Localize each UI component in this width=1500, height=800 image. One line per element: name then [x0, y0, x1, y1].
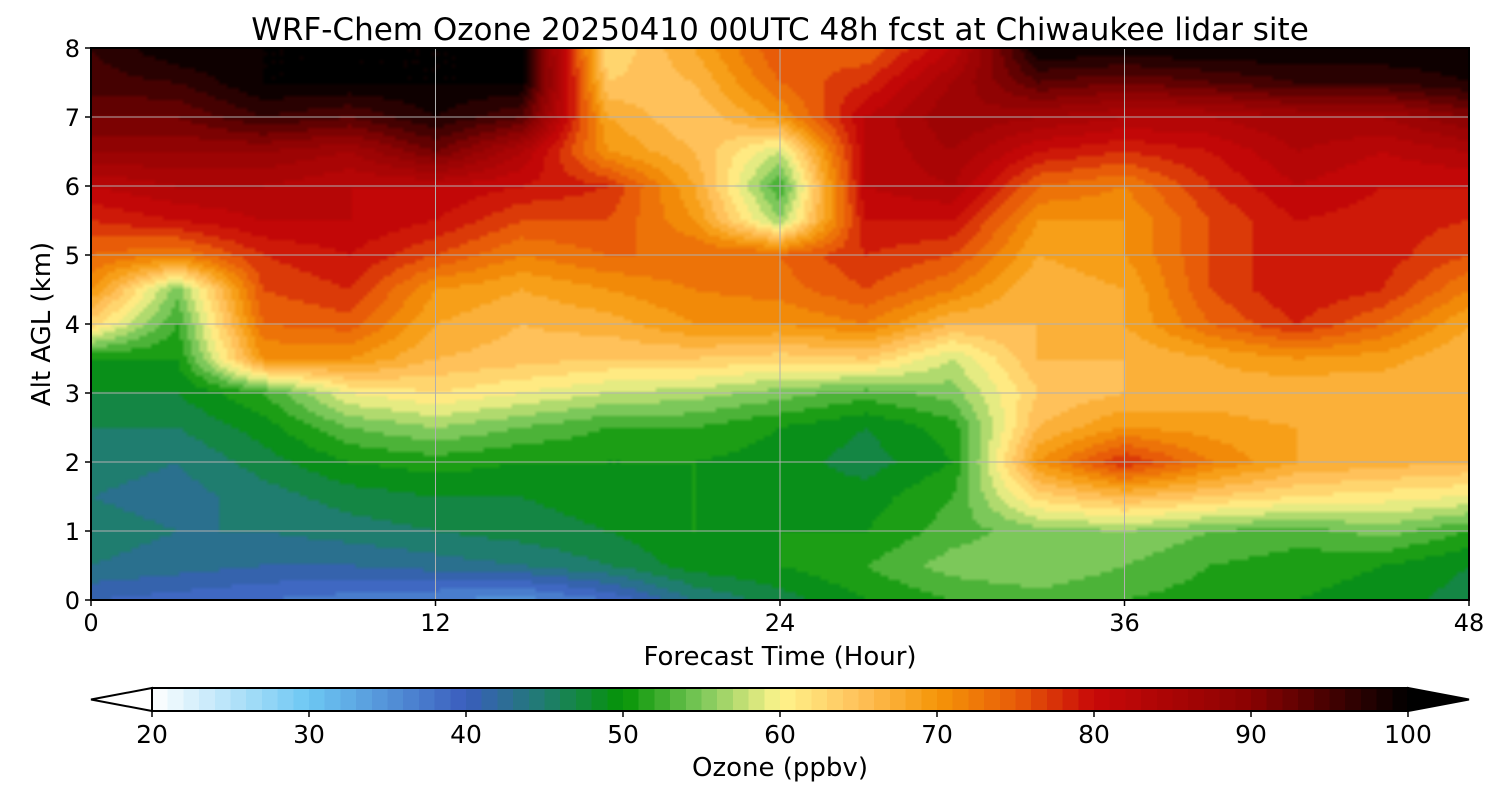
- colorbar-tick-label: 70: [921, 720, 953, 749]
- colorbar: 20 30 40 50 60 70 80 90 100 Ozone (ppbv): [90, 686, 1470, 783]
- colorbar-under-extension: [90, 686, 153, 713]
- colorbar-tick-label: 90: [1235, 720, 1267, 749]
- y-tick-label: 4: [65, 311, 80, 339]
- y-axis: 0 1 2 3 4 5 6 7 8: [65, 35, 91, 615]
- y-tick-label: 5: [65, 242, 80, 270]
- y-tick-label: 3: [65, 380, 80, 408]
- x-tick-label: 12: [420, 609, 451, 637]
- y-tick-label: 7: [65, 104, 80, 132]
- colorbar-tick-label: 80: [1078, 720, 1110, 749]
- colorbar-label: Ozone (ppbv): [692, 753, 868, 783]
- chart-title: WRF-Chem Ozone 20250410 00UTC 48h fcst a…: [251, 12, 1309, 48]
- colorbar-gradient: [152, 688, 1408, 711]
- colorbar-tick-label: 20: [136, 720, 168, 749]
- colorbar-tick-label: 50: [607, 720, 639, 749]
- x-tick-label: 36: [1109, 609, 1140, 637]
- y-tick-label: 8: [65, 35, 80, 63]
- x-axis: 0 12 24 36 48: [83, 600, 1484, 637]
- colorbar-over-extension: [1407, 686, 1470, 713]
- grid-lines: [91, 48, 1469, 600]
- colorbar-tick-label: 60: [764, 720, 796, 749]
- colorbar-tick-label: 40: [450, 720, 482, 749]
- x-tick-label: 0: [83, 609, 98, 637]
- x-tick-label: 24: [765, 609, 796, 637]
- y-tick-label: 1: [65, 518, 80, 546]
- y-tick-label: 2: [65, 449, 80, 477]
- y-axis-label: Alt AGL (km): [27, 242, 57, 406]
- colorbar-ticks: 20 30 40 50 60 70 80 90 100: [136, 711, 1432, 749]
- x-axis-label: Forecast Time (Hour): [643, 642, 916, 672]
- colorbar-tick-label: 30: [293, 720, 325, 749]
- y-tick-label: 0: [65, 587, 80, 615]
- y-tick-label: 6: [65, 173, 80, 201]
- colorbar-tick-label: 100: [1384, 720, 1432, 749]
- x-tick-label: 48: [1454, 609, 1485, 637]
